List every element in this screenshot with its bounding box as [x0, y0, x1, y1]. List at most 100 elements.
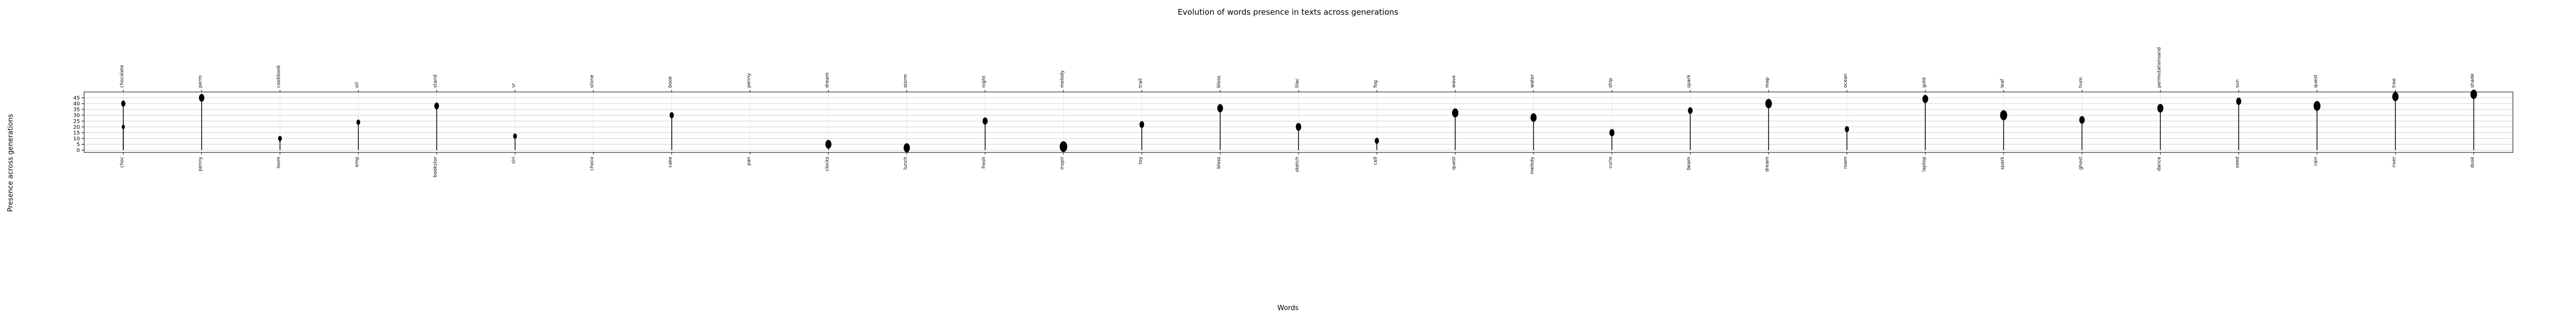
x-tick-label-bottom: roam [1843, 157, 1848, 169]
presence-point [1452, 108, 1459, 118]
x-tick-label-top: trail [1138, 78, 1143, 88]
x-tick-label-top: chocolate [120, 65, 125, 88]
x-tick-label-top: shade [2470, 73, 2475, 88]
y-tick-label: 20 [73, 125, 80, 130]
y-tick-label: 10 [73, 136, 80, 142]
x-tick-label-top: stand [433, 75, 438, 88]
x-tick-label-bottom: siri [512, 157, 517, 163]
presence-point [434, 102, 439, 109]
x-tick-label-bottom: penny [198, 156, 203, 171]
presence-point [1922, 95, 1928, 104]
presence-point [2157, 104, 2164, 113]
x-tick-label-top: dream [825, 73, 830, 88]
x-tick-label-top: sun [2235, 79, 2240, 88]
presence-point [1217, 104, 1223, 112]
presence-point [2000, 110, 2008, 120]
x-tick-label-top: stone [590, 75, 595, 88]
x-tick-label-bottom: fresh [982, 157, 987, 169]
x-tick-label-top: wave [1451, 75, 1457, 88]
presence-point [983, 117, 988, 125]
x-tick-label-bottom: beam [1686, 157, 1692, 170]
presence-point [2470, 89, 2477, 99]
x-axis-title: Words [1277, 304, 1299, 312]
presence-point [1139, 121, 1144, 128]
x-tick-label-bottom: melody [1530, 156, 1535, 174]
x-tick-label-top: vr [512, 83, 517, 88]
x-tick-label-top: map [1765, 77, 1770, 88]
x-tick-label-bottom: bookstor [433, 157, 438, 178]
x-tick-label-top: storm [903, 74, 908, 88]
x-tick-label-bottom: bloss [1217, 157, 1222, 169]
presence-point [1609, 129, 1614, 137]
presence-point [825, 140, 832, 149]
presence-point [1059, 141, 1068, 152]
x-tick-label-top: quest [2313, 74, 2318, 88]
x-tick-label-bottom: choco [590, 157, 595, 171]
x-tick-label-bottom: pan [747, 157, 752, 166]
x-tick-label-bottom: seed [2235, 157, 2240, 168]
x-tick-label-bottom: sketch [1295, 157, 1300, 172]
presence-point [2236, 97, 2242, 105]
x-tick-label-top: permutationsand [2156, 47, 2162, 88]
x-tick-label-bottom: cake [668, 157, 673, 168]
x-tick-label-top: book [668, 76, 673, 88]
y-tick-label: 5 [77, 142, 80, 148]
x-axis-bottom: choc penny loom emp bookstor siri choco cake pan… [120, 152, 2475, 178]
presence-point [356, 119, 361, 125]
x-tick-label-bottom: laptop [1921, 157, 1927, 172]
x-tick-label-top: perm [198, 75, 203, 88]
x-tick-label-bottom: spark [2000, 156, 2005, 170]
x-tick-label-bottom: toy [1138, 156, 1143, 164]
x-tick-label-bottom: quest [1451, 157, 1457, 170]
x-tick-label-bottom: choc [120, 157, 125, 168]
presence-point [1688, 107, 1693, 114]
x-tick-label-top: bloss [1217, 76, 1222, 88]
x-tick-label-top: tree [2391, 78, 2397, 88]
x-tick-label-top: night [982, 75, 987, 88]
x-tick-label-top: water [1530, 74, 1535, 88]
x-tick-label-bottom: emp [355, 157, 360, 167]
presence-point [121, 100, 126, 107]
x-tick-label-top: melody [1060, 70, 1065, 88]
x-tick-label-top: leaf [2000, 78, 2005, 88]
presence-point [199, 94, 205, 102]
presence-point [1530, 113, 1537, 122]
x-axis-top: chocolate perm cookbook oil stand vr stone book… [120, 47, 2475, 92]
presence-point [1765, 99, 1772, 109]
x-tick-label-bottom: loom [277, 157, 282, 168]
presence-point [1295, 122, 1302, 131]
y-tick-label: 35 [73, 107, 80, 113]
x-tick-label-bottom: dream [1765, 157, 1770, 172]
y-tick-label: 45 [73, 96, 80, 101]
presence-point [513, 133, 517, 139]
presence-point [2313, 101, 2321, 111]
x-tick-label-bottom: curio [1608, 157, 1613, 169]
x-tick-label-bottom: ghost [2078, 157, 2083, 170]
x-tick-label-bottom: river [2391, 157, 2397, 168]
presence-point [2079, 116, 2085, 124]
y-tick-label: 25 [73, 119, 80, 125]
presence-point [903, 143, 910, 152]
x-tick-label-top: spark [1686, 74, 1692, 88]
x-tick-label-top: hum [2078, 77, 2083, 88]
x-tick-label-top: fog [1373, 80, 1378, 88]
presence-point [669, 112, 674, 119]
x-tick-label-top: ship [1608, 78, 1613, 88]
x-tick-label-top: oil [355, 82, 360, 88]
x-tick-label-top: penny [747, 73, 752, 88]
x-tick-label-bottom: inspir [1060, 157, 1065, 170]
x-tick-label-bottom: clocks [825, 157, 830, 171]
presence-point [1845, 126, 1849, 132]
x-tick-label-bottom: rain [2313, 157, 2318, 166]
presence-point [1374, 138, 1379, 144]
x-tick-label-top: cookbook [277, 65, 282, 88]
x-tick-label-bottom: cell [1373, 157, 1378, 165]
presence-point [278, 136, 282, 141]
x-tick-label-bottom: dusk [2470, 156, 2475, 168]
x-tick-label-top: ocean [1843, 74, 1848, 88]
y-tick-label: 0 [77, 148, 80, 153]
data-marks [121, 89, 2477, 152]
